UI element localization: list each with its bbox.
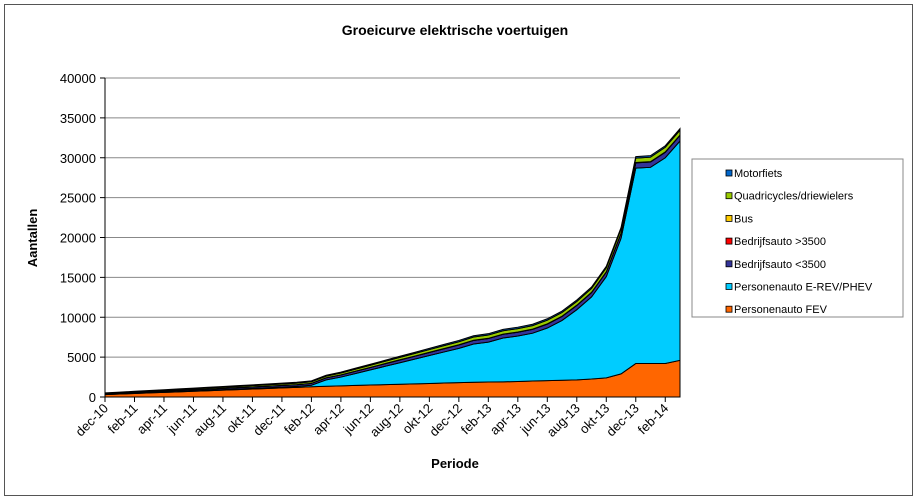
x-tick-label: feb-13 [458,401,495,438]
y-axis-label: Aantallen [25,209,40,268]
legend-swatch [725,283,733,290]
y-tick-label: 15000 [60,270,96,285]
x-tick-label: dec-12 [426,401,465,440]
legend-swatch [725,192,733,200]
chart-frame [4,4,913,496]
legend-swatch [725,169,733,177]
area-personenauto-e-rev-phev [104,139,681,396]
legend-label: Bedrijfsauto >3500 [734,236,826,248]
legend-swatch [725,260,733,268]
legend: Motorfiets Quadricycles/driewielers Bus Bed… [725,168,873,316]
legend-label: Personenauto E-REV/PHEV [734,282,873,294]
x-tick-label: dec-10 [72,401,111,440]
y-tick-label: 35000 [60,111,96,126]
y-tick-label: 30000 [60,151,96,166]
area-motorfiets [104,127,681,394]
x-tick-label: feb-14 [635,401,672,438]
chart-title: Groeicurve elektrische voertuigen [342,22,568,38]
y-tick-label: 5000 [67,350,96,365]
y-tick-label: 10000 [60,310,96,325]
legend-label: Motorfiets [734,168,783,180]
x-tick-label: aug-13 [544,401,583,440]
x-tick-label: feb-11 [105,401,141,437]
x-tick-label: dec-13 [603,401,642,440]
legend-swatch [725,237,733,245]
legend-swatch [725,305,733,313]
x-tick-label: apr-13 [487,401,524,438]
legend-label: Bus [734,213,753,225]
x-tick-label: apr-11 [134,401,171,438]
y-tick-label: 40000 [60,71,96,86]
y-tick-label: 20000 [60,231,96,246]
x-tick-label: aug-11 [191,401,230,440]
x-tick-label: dec-11 [250,401,288,439]
legend-label: Quadricycles/driewielers [734,191,854,203]
legend-label: Bedrijfsauto <3500 [734,259,826,271]
x-tick-label: apr-12 [310,401,347,438]
x-tick-label: feb-12 [281,401,318,438]
x-axis-label: Periode [431,456,479,471]
y-tick-label: 25000 [60,191,96,206]
y-tick-label: 0 [89,390,96,405]
x-tick-label: aug-12 [367,401,406,440]
legend-label: Personenauto FEV [734,304,828,316]
legend-swatch [725,214,733,222]
